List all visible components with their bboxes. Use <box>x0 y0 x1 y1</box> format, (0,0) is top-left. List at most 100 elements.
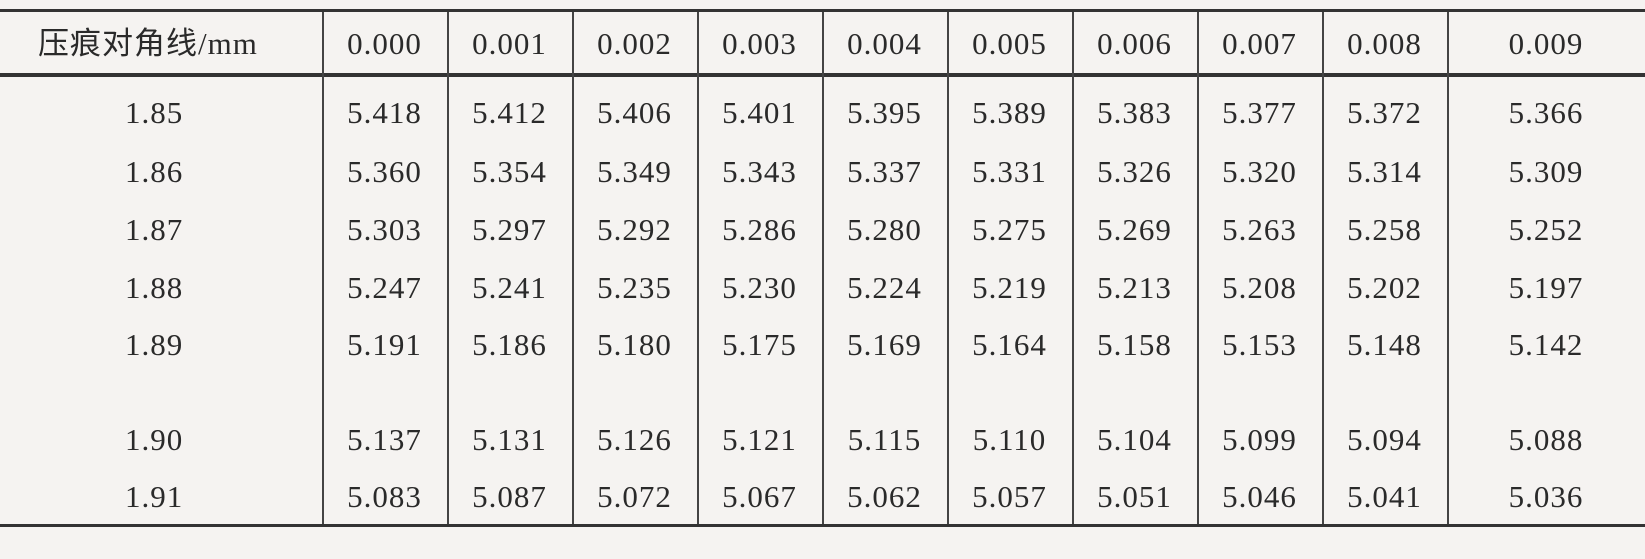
table-cell: 5.110 <box>972 422 1047 457</box>
table-cell: 5.406 <box>597 95 672 130</box>
header-cell: 0.006 <box>1097 26 1172 61</box>
table-cell: 5.377 <box>1222 95 1297 130</box>
table-cell: 5.326 <box>1097 154 1172 189</box>
row-label: 1.90 <box>125 422 184 457</box>
table-cell: 5.175 <box>722 327 797 362</box>
table-cell: 5.303 <box>347 212 422 247</box>
row-label: 1.86 <box>125 154 184 189</box>
table-cell: 5.213 <box>1097 270 1172 305</box>
header-cell: 0.001 <box>472 26 547 61</box>
table-cell: 5.224 <box>847 270 922 305</box>
table-cell: 5.286 <box>722 212 797 247</box>
table-cell: 5.252 <box>1508 212 1584 247</box>
table-cell: 5.137 <box>347 422 422 457</box>
column-divider <box>322 12 324 524</box>
table-cell: 5.072 <box>597 479 672 514</box>
column-divider <box>822 12 824 524</box>
table-cell: 5.372 <box>1347 95 1422 130</box>
table-cell: 5.169 <box>847 327 922 362</box>
row-label: 1.88 <box>125 270 184 305</box>
table-cell: 5.148 <box>1347 327 1422 362</box>
table-cell: 5.104 <box>1097 422 1172 457</box>
header-cell: 0.005 <box>972 26 1047 61</box>
top-rule <box>0 9 1645 12</box>
table-cell: 5.297 <box>472 212 547 247</box>
column-divider <box>1197 12 1199 524</box>
table-cell: 5.131 <box>472 422 547 457</box>
table-cell: 5.126 <box>597 422 672 457</box>
table-cell: 5.354 <box>472 154 547 189</box>
table-cell: 5.208 <box>1222 270 1297 305</box>
row-label: 1.85 <box>125 95 184 130</box>
table-cell: 5.395 <box>847 95 922 130</box>
table-cell: 5.164 <box>972 327 1047 362</box>
header-cell: 0.007 <box>1222 26 1297 61</box>
table-cell: 5.099 <box>1222 422 1297 457</box>
header-cell: 0.000 <box>347 26 422 61</box>
table-cell: 5.219 <box>972 270 1047 305</box>
table-cell: 5.186 <box>472 327 547 362</box>
header-cell: 0.009 <box>1508 26 1584 61</box>
table-cell: 5.337 <box>847 154 922 189</box>
column-divider <box>1322 12 1324 524</box>
table-cell: 5.389 <box>972 95 1047 130</box>
table-cell: 5.197 <box>1508 270 1584 305</box>
table-cell: 5.412 <box>472 95 547 130</box>
table-cell: 5.153 <box>1222 327 1297 362</box>
table-cell: 5.247 <box>347 270 422 305</box>
table-cell: 5.067 <box>722 479 797 514</box>
bottom-rule <box>0 524 1645 527</box>
table-cell: 5.142 <box>1508 327 1584 362</box>
table-cell: 5.280 <box>847 212 922 247</box>
table-cell: 5.041 <box>1347 479 1422 514</box>
header-cell: 0.004 <box>847 26 922 61</box>
row-label: 1.87 <box>125 212 184 247</box>
row-label: 1.91 <box>125 479 184 514</box>
table-cell: 5.062 <box>847 479 922 514</box>
header-cell: 0.002 <box>597 26 672 61</box>
table-cell: 5.314 <box>1347 154 1422 189</box>
table-cell: 5.046 <box>1222 479 1297 514</box>
table-cell: 5.275 <box>972 212 1047 247</box>
column-divider <box>1072 12 1074 524</box>
column-divider <box>572 12 574 524</box>
table-cell: 5.343 <box>722 154 797 189</box>
header-cell: 0.003 <box>722 26 797 61</box>
table-cell: 5.191 <box>347 327 422 362</box>
table-cell: 5.263 <box>1222 212 1297 247</box>
table-cell: 5.258 <box>1347 212 1422 247</box>
table-cell: 5.418 <box>347 95 422 130</box>
table-cell: 5.088 <box>1508 422 1584 457</box>
table-cell: 5.360 <box>347 154 422 189</box>
column-divider <box>1447 12 1449 524</box>
table-cell: 5.383 <box>1097 95 1172 130</box>
table-cell: 5.083 <box>347 479 422 514</box>
table-cell: 5.202 <box>1347 270 1422 305</box>
table-cell: 5.331 <box>972 154 1047 189</box>
table-cell: 5.366 <box>1508 95 1584 130</box>
table-cell: 5.292 <box>597 212 672 247</box>
column-divider <box>697 12 699 524</box>
row-label: 1.89 <box>125 327 184 362</box>
table-cell: 5.349 <box>597 154 672 189</box>
table-cell: 5.309 <box>1508 154 1584 189</box>
table-cell: 5.057 <box>972 479 1047 514</box>
table-cell: 5.158 <box>1097 327 1172 362</box>
table-cell: 5.230 <box>722 270 797 305</box>
table-cell: 5.401 <box>722 95 797 130</box>
table-cell: 5.180 <box>597 327 672 362</box>
column-divider <box>947 12 949 524</box>
column-divider <box>447 12 449 524</box>
table-cell: 5.235 <box>597 270 672 305</box>
table-cell: 5.087 <box>472 479 547 514</box>
header-cell: 压痕对角线/mm <box>38 26 258 61</box>
header-cell: 0.008 <box>1347 26 1422 61</box>
table-cell: 5.094 <box>1347 422 1422 457</box>
table-cell: 5.121 <box>722 422 797 457</box>
table-cell: 5.241 <box>472 270 547 305</box>
table-cell: 5.051 <box>1097 479 1172 514</box>
table-cell: 5.320 <box>1222 154 1297 189</box>
table-cell: 5.115 <box>847 422 922 457</box>
table-cell: 5.036 <box>1508 479 1584 514</box>
